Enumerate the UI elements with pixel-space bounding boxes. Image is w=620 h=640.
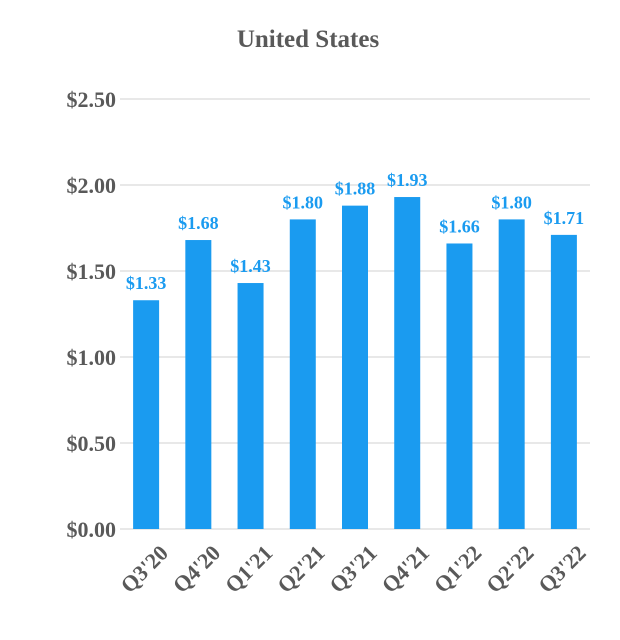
y-tick-label: $2.50 [67,87,117,112]
bar [133,300,160,529]
y-tick-label: $2.00 [67,173,117,198]
data-label: $1.80 [283,192,324,212]
data-label: $1.71 [544,208,585,228]
data-label: $1.66 [439,216,480,236]
y-tick-label: $1.50 [67,259,117,284]
y-axis-ticks: $0.00 $0.50 $1.00 $1.50 $2.00 $2.50 [67,87,117,542]
x-tick-label: Q3'20 [116,540,173,597]
data-label: $1.33 [126,273,167,293]
x-tick-label: Q3'22 [533,540,590,597]
bar [342,205,368,529]
y-tick-label: $0.50 [67,431,117,456]
data-labels: $1.33 $1.68 $1.43 $1.80 $1.88 $1.93 $1.66 $1.80… [126,170,584,293]
data-label: $1.43 [230,256,271,276]
y-tick-label: $1.00 [67,345,117,370]
data-label: $1.88 [335,179,376,199]
x-tick-label: Q1'21 [220,540,277,597]
bar [237,283,264,529]
bar [394,197,421,530]
y-tick-label: $0.00 [67,517,117,542]
data-label: $1.93 [387,170,428,190]
bar [289,219,316,529]
chart-title: United States [236,26,380,53]
bar [498,219,525,529]
x-tick-label: Q4'21 [377,540,434,597]
bar [446,243,473,530]
x-axis-ticks: Q3'20Q4'20Q1'21Q2'21Q3'21Q4'21Q1'22Q2'22… [116,540,591,597]
data-label: $1.68 [178,213,219,233]
x-tick-label: Q1'22 [429,540,486,597]
bars [133,197,577,530]
bar [185,240,212,530]
x-tick-label: Q3'21 [324,540,381,597]
data-label: $1.80 [491,192,532,212]
bar [550,234,577,529]
x-tick-label: Q2'22 [481,540,538,597]
x-tick-label: Q2'21 [272,540,329,597]
x-tick-label: Q4'20 [168,540,225,597]
